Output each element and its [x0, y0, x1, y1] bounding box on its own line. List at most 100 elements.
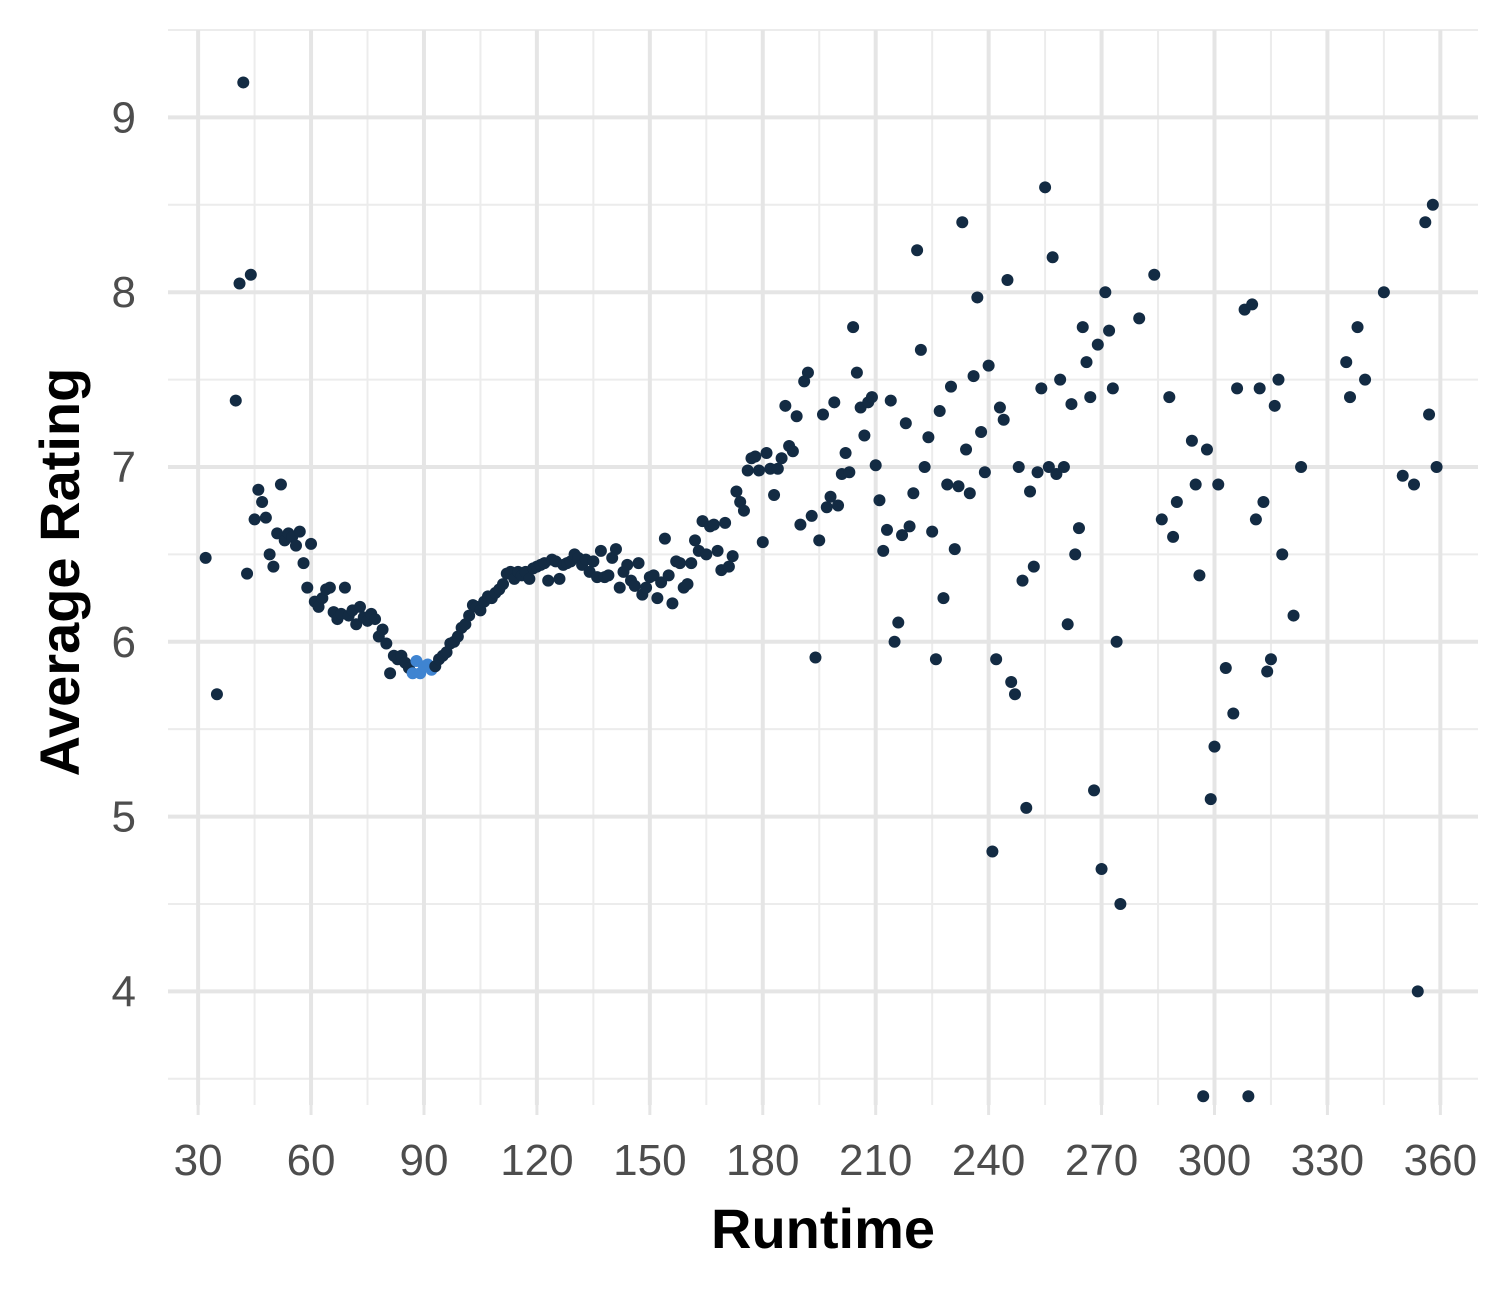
data-point [741, 464, 754, 477]
data-point [971, 291, 984, 304]
data-point [271, 527, 284, 540]
data-point [1088, 784, 1101, 797]
data-point [726, 550, 739, 563]
data-point [1069, 548, 1082, 561]
data-point [1242, 1090, 1255, 1103]
data-point [1065, 398, 1078, 411]
grid-lines [168, 29, 1478, 1105]
data-point [888, 635, 901, 648]
data-point [1024, 485, 1037, 498]
data-point [274, 478, 287, 491]
data-point [1110, 635, 1123, 648]
data-point [1076, 321, 1089, 334]
data-point [1189, 478, 1202, 491]
data-point [587, 555, 600, 568]
data-point [779, 399, 792, 412]
data-point [1012, 460, 1025, 473]
data-point [301, 581, 314, 594]
x-tick-label: 330 [1291, 1136, 1364, 1185]
y-tick-label: 9 [112, 93, 136, 142]
y-tick-label: 4 [112, 967, 136, 1016]
data-point [1039, 181, 1052, 194]
data-point [689, 534, 702, 547]
data-point [775, 452, 788, 465]
data-point [719, 516, 732, 529]
x-tick-label: 90 [400, 1136, 449, 1185]
data-point [1031, 466, 1044, 479]
y-tick-label: 5 [112, 793, 136, 842]
data-point [1072, 522, 1085, 535]
data-point [1163, 391, 1176, 404]
data-point [1264, 653, 1277, 666]
data-point [1046, 251, 1059, 264]
data-point [869, 459, 882, 472]
data-point [896, 529, 909, 542]
data-point [210, 688, 223, 701]
data-point [1204, 793, 1217, 806]
data-point [937, 592, 950, 605]
data-point [1246, 298, 1259, 311]
data-point [666, 597, 679, 610]
data-point [267, 560, 280, 573]
data-point [768, 488, 781, 501]
data-point [1148, 268, 1161, 281]
data-point [956, 216, 969, 229]
data-point [975, 426, 988, 439]
data-point [1257, 495, 1270, 508]
data-point [199, 551, 212, 564]
data-point [790, 410, 803, 423]
x-tick-label: 30 [174, 1136, 223, 1185]
data-point [229, 394, 242, 407]
data-point [771, 462, 784, 475]
data-point [1287, 609, 1300, 622]
data-point [997, 413, 1010, 426]
data-point [1005, 675, 1018, 688]
data-point [711, 544, 724, 557]
data-point [707, 518, 720, 531]
data-point [1001, 273, 1014, 286]
data-point [244, 268, 257, 281]
data-point [1106, 382, 1119, 395]
data-point [820, 501, 833, 514]
data-point [839, 447, 852, 460]
data-point [873, 494, 886, 507]
data-point [651, 592, 664, 605]
data-point [289, 539, 302, 552]
data-point [628, 579, 641, 592]
data-point [293, 525, 306, 538]
data-point [1408, 478, 1421, 491]
x-axis-ticks: 30 60 90 120 150 180 210 240 270 300 330 360 [174, 1105, 1477, 1185]
data-point [801, 366, 814, 379]
x-tick-label: 180 [726, 1136, 799, 1185]
data-points [199, 76, 1443, 1103]
data-point [259, 511, 272, 524]
data-point [1099, 286, 1112, 299]
data-point [993, 401, 1006, 414]
data-point [621, 558, 634, 571]
data-point [252, 483, 265, 496]
data-point [655, 576, 668, 589]
data-point [858, 429, 871, 442]
data-point [497, 578, 510, 591]
data-point [809, 651, 822, 664]
data-point [658, 532, 671, 545]
y-tick-label: 6 [112, 618, 136, 667]
data-point [1042, 460, 1055, 473]
data-point [380, 637, 393, 650]
data-point [1103, 324, 1116, 337]
data-point [1016, 574, 1029, 587]
data-point [1272, 373, 1285, 386]
data-point [1020, 801, 1033, 814]
data-point [982, 359, 995, 372]
data-point [338, 581, 351, 594]
data-point [1261, 665, 1274, 678]
data-point [673, 557, 686, 570]
data-point [1133, 312, 1146, 325]
data-point [1193, 569, 1206, 582]
data-point [899, 417, 912, 430]
data-point [952, 480, 965, 493]
data-point [813, 534, 826, 547]
data-point [847, 321, 860, 334]
data-point [794, 518, 807, 531]
